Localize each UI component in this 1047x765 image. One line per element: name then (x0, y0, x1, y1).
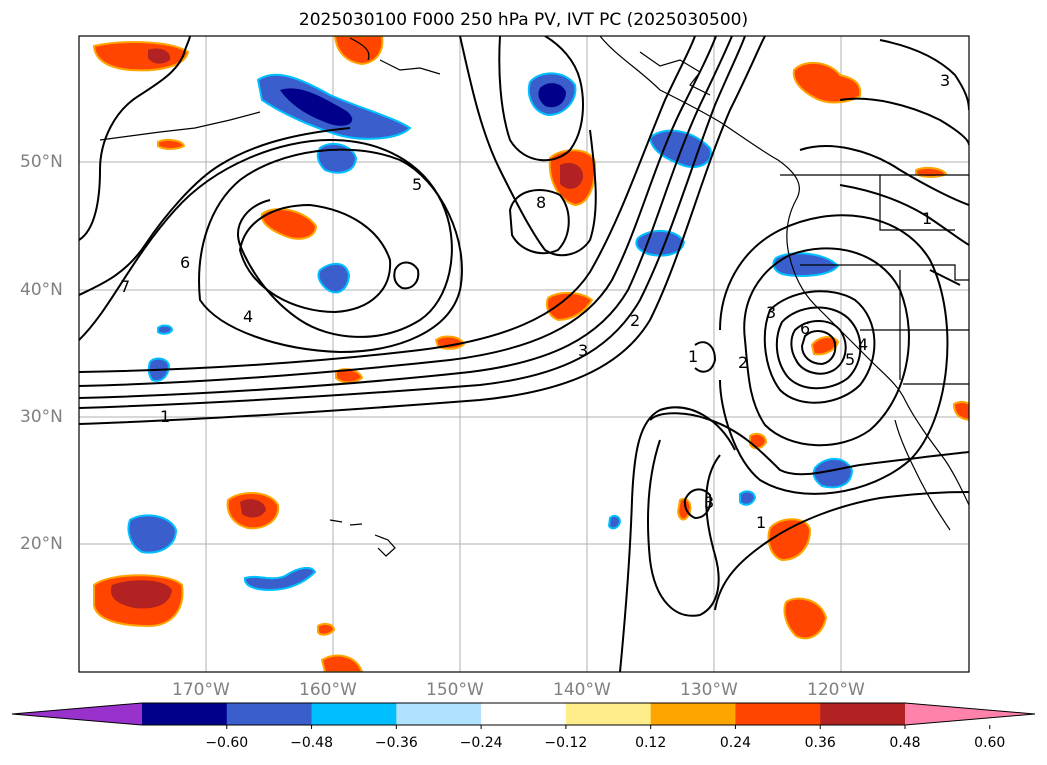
colorbar-tick-label: −0.48 (290, 735, 333, 751)
lon-label-130w: 130°W (680, 680, 738, 700)
lat-label-40n: 40°N (20, 280, 63, 300)
lon-label-140w: 140°W (553, 680, 611, 700)
colorbar-tick-label: −0.12 (544, 735, 588, 751)
colorbar-extend-low (12, 703, 142, 725)
contour-label: 1 (756, 513, 766, 532)
lat-label-50n: 50°N (20, 152, 63, 172)
lon-label-170w: 170°W (172, 680, 230, 700)
map-title: 2025030100 F000 250 hPa PV, IVT PC (2025… (298, 10, 749, 30)
colorbar-tick-label: −0.24 (459, 735, 503, 751)
map-panel: 1 2 3 4 5 6 7 8 1 2 3 4 5 6 3 1 3 1 (78, 35, 970, 673)
colorbar-tick-label: 0.24 (719, 735, 752, 751)
colorbar-outline (11, 702, 1036, 726)
map-frame (78, 35, 970, 673)
lon-label-120w: 120°W (807, 680, 865, 700)
contour-label: 4 (243, 307, 253, 326)
contour-label: 2 (630, 311, 640, 330)
lat-label-20n: 20°N (20, 534, 63, 554)
colorbar-tick-label: 0.12 (635, 735, 667, 751)
lon-label-150w: 150°W (426, 680, 484, 700)
contour-label: 3 (578, 341, 588, 360)
colorbar-segment (226, 703, 313, 725)
pv-contours (79, 36, 969, 672)
colorbar-tick-label: −0.36 (374, 735, 418, 751)
lon-label-160w: 160°W (299, 680, 357, 700)
contour-label: 2 (738, 353, 748, 372)
lat-label-30n: 30°N (20, 407, 63, 427)
colorbar-segment (481, 703, 567, 725)
contour-label: 6 (800, 319, 810, 338)
colorbar-tick-label: −0.60 (205, 735, 249, 751)
contour-label: 4 (858, 335, 868, 354)
colorbar-segment (311, 703, 397, 725)
contour-label: 1 (922, 209, 932, 228)
colorbar-segment (142, 703, 228, 725)
colorbar-segment (650, 703, 736, 725)
contour-label: 7 (120, 277, 130, 296)
contour-label: 1 (160, 407, 170, 426)
positive-anomaly-shading (92, 36, 969, 672)
contour-label: 3 (766, 303, 776, 322)
contour-label: 3 (704, 493, 714, 512)
contour-label: 6 (180, 253, 190, 272)
coastlines (99, 36, 969, 557)
contour-label: 5 (845, 350, 855, 369)
colorbar-tick-label: 0.48 (889, 735, 921, 751)
contour-label: 3 (940, 71, 950, 90)
colorbar-segment (735, 703, 821, 725)
contour-label: 5 (412, 175, 422, 194)
colorbar-segment (396, 703, 482, 725)
colorbar-segment (820, 703, 906, 725)
contour-label: 1 (688, 347, 698, 366)
colorbar-segment (565, 703, 652, 725)
contour-label: 8 (536, 193, 546, 212)
colorbar-tick-label: 0.36 (804, 735, 836, 751)
contour-label-group: 1 2 3 4 5 6 7 8 1 2 3 4 5 6 3 1 3 1 (120, 71, 950, 532)
colorbar-tick-label: 0.60 (974, 735, 1006, 751)
colorbar-extend-high (905, 703, 1035, 725)
